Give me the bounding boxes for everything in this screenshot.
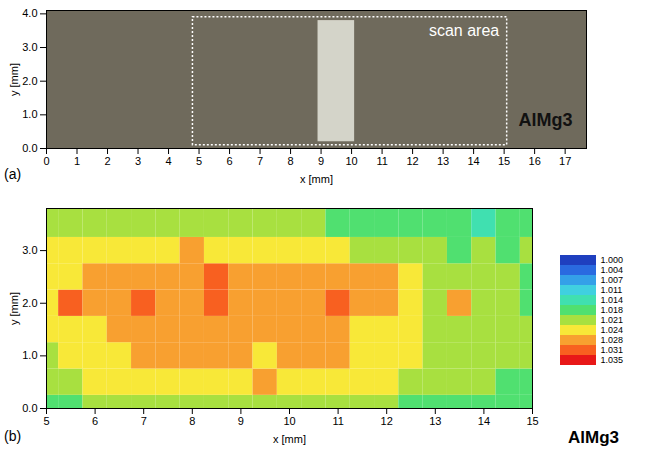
svg-text:10: 10 (345, 155, 357, 167)
svg-text:x [mm]: x [mm] (300, 173, 333, 185)
svg-text:5: 5 (196, 155, 202, 167)
svg-text:AlMg3: AlMg3 (519, 110, 573, 130)
svg-text:4: 4 (165, 155, 171, 167)
svg-text:1.007: 1.007 (601, 275, 624, 285)
svg-text:4.0: 4.0 (22, 7, 37, 19)
svg-text:1.031: 1.031 (601, 345, 624, 355)
svg-text:1.021: 1.021 (601, 315, 624, 325)
svg-text:3.0: 3.0 (22, 41, 37, 53)
svg-text:7: 7 (257, 155, 263, 167)
svg-text:2.0: 2.0 (22, 75, 37, 87)
svg-text:1.000: 1.000 (601, 255, 624, 265)
svg-text:1.0: 1.0 (22, 108, 37, 120)
svg-text:10: 10 (283, 415, 295, 427)
svg-text:0: 0 (43, 155, 49, 167)
svg-text:14: 14 (478, 415, 490, 427)
svg-text:1.0: 1.0 (22, 349, 37, 361)
svg-text:8: 8 (288, 155, 294, 167)
svg-text:11: 11 (376, 155, 387, 167)
svg-text:17: 17 (559, 155, 571, 167)
svg-text:1.028: 1.028 (601, 335, 624, 345)
svg-text:1.011: 1.011 (601, 285, 623, 295)
svg-text:2.0: 2.0 (22, 297, 37, 309)
svg-text:8: 8 (189, 415, 195, 427)
svg-text:6: 6 (92, 415, 98, 427)
svg-text:13: 13 (429, 415, 441, 427)
svg-text:1.035: 1.035 (601, 355, 624, 365)
svg-text:1.024: 1.024 (601, 325, 624, 335)
svg-text:12: 12 (381, 415, 393, 427)
svg-text:11: 11 (332, 415, 343, 427)
svg-text:9: 9 (318, 155, 324, 167)
svg-text:2: 2 (104, 155, 110, 167)
html-text:(a): (a) (4, 166, 22, 182)
svg-text:16: 16 (529, 155, 541, 167)
svg-text:1.004: 1.004 (601, 265, 624, 275)
svg-text:scan area: scan area (429, 22, 499, 39)
svg-text:1: 1 (74, 155, 80, 167)
svg-text:9: 9 (238, 415, 244, 427)
svg-text:6: 6 (226, 155, 232, 167)
html-text:AlMg3: AlMg3 (568, 428, 619, 447)
svg-text:15: 15 (498, 155, 510, 167)
svg-text:7: 7 (141, 415, 147, 427)
svg-text:x [mm]: x [mm] (273, 433, 306, 445)
svg-text:0.0: 0.0 (22, 142, 37, 154)
svg-text:3.0: 3.0 (22, 244, 37, 256)
svg-text:14: 14 (467, 155, 479, 167)
svg-text:12: 12 (406, 155, 418, 167)
html-text:(b): (b) (4, 428, 22, 444)
svg-text:y [mm]: y [mm] (8, 63, 20, 96)
svg-text:15: 15 (526, 415, 538, 427)
svg-text:y [mm]: y [mm] (8, 292, 20, 325)
svg-text:13: 13 (437, 155, 449, 167)
svg-text:1.018: 1.018 (601, 305, 624, 315)
svg-text:1.014: 1.014 (601, 295, 624, 305)
svg-text:0.0: 0.0 (22, 402, 37, 414)
svg-text:5: 5 (43, 415, 49, 427)
svg-text:3: 3 (135, 155, 141, 167)
